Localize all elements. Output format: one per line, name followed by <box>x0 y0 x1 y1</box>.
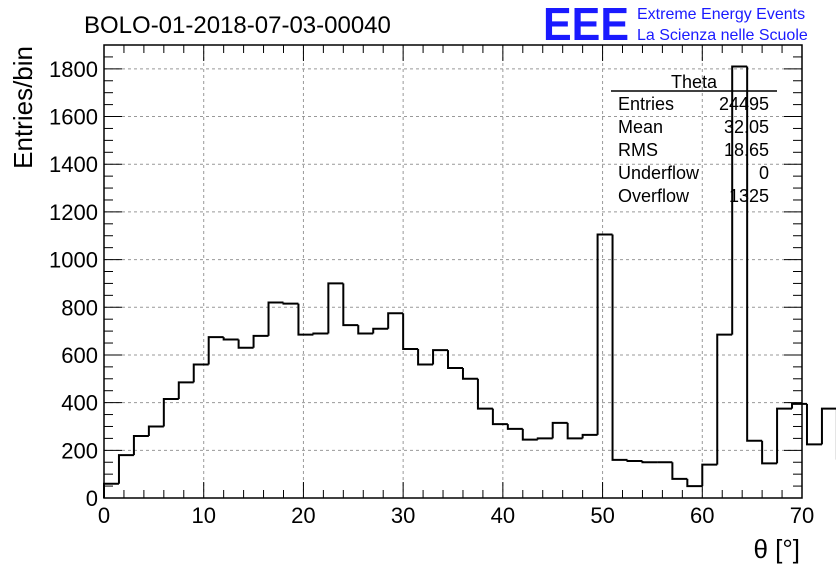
y-tick-label: 200 <box>61 438 98 463</box>
x-tick-label: 10 <box>191 503 215 528</box>
x-tick-label: 0 <box>98 503 110 528</box>
histogram-bin <box>581 433 598 439</box>
x-tick-label: 20 <box>291 503 315 528</box>
y-tick-label: 0 <box>86 486 98 511</box>
histogram-bin <box>387 312 404 329</box>
histogram-bin <box>372 327 389 334</box>
stats-value-mean: 32.05 <box>724 117 769 137</box>
eee-logo: EEE Extreme Energy Events La Scienza nel… <box>543 0 808 50</box>
histogram-bin <box>252 334 269 348</box>
stats-label-overflow: Overflow <box>618 186 690 206</box>
histogram-bin <box>521 428 538 441</box>
histogram-bin <box>805 403 822 446</box>
histogram-bin <box>761 440 778 465</box>
stats-value-rms: 18.65 <box>724 140 769 160</box>
histogram-bin <box>476 378 493 410</box>
histogram-bin <box>776 407 793 464</box>
x-tick-label: 70 <box>790 503 814 528</box>
stats-label-underflow: Underflow <box>618 163 700 183</box>
histogram-bin <box>596 233 613 435</box>
y-axis-title: Entries/bin <box>8 46 38 169</box>
histogram-bin <box>432 349 449 365</box>
grid <box>104 45 802 498</box>
stats-label-rms: RMS <box>618 140 658 160</box>
histogram-series <box>103 65 836 498</box>
histogram-bin <box>641 461 658 464</box>
x-tick-label: 30 <box>391 503 415 528</box>
histogram-bin <box>671 462 688 480</box>
stats-title: Theta <box>671 72 718 92</box>
histogram-bin <box>791 402 807 409</box>
axes: 0 10 20 30 40 50 60 70 0 200 400 600 800 1000 1200 1400… <box>49 44 814 528</box>
histogram-bin <box>162 398 179 427</box>
logo-line-1: Extreme Energy Events <box>637 6 805 23</box>
logo-line-2: La Scienza nelle Scuole <box>637 27 808 44</box>
histogram-bin <box>551 421 568 439</box>
plot-frame <box>103 44 803 499</box>
histogram-bin <box>491 408 508 426</box>
y-tick-label: 1800 <box>49 57 98 82</box>
histogram-bin <box>282 302 299 305</box>
histogram-bin <box>506 424 523 430</box>
logo-mark: EEE <box>543 0 629 50</box>
x-tick-label: 60 <box>690 503 714 528</box>
histogram-bin <box>117 454 134 484</box>
histogram-bin <box>207 336 224 365</box>
histogram-bin <box>222 337 239 341</box>
histogram-bin <box>357 325 374 335</box>
histogram-bin <box>447 350 463 370</box>
histogram-bin <box>327 282 344 334</box>
stats-value-underflow: 0 <box>759 163 769 183</box>
histogram-bin <box>177 381 194 400</box>
histogram-bin <box>626 459 643 463</box>
stats-label-entries: Entries <box>618 94 674 114</box>
histogram-bin <box>312 332 329 335</box>
x-tick-label: 50 <box>590 503 614 528</box>
y-tick-label: 1200 <box>49 200 98 225</box>
chart-title: BOLO-01-2018-07-03-00040 <box>84 12 391 39</box>
y-tick-label: 600 <box>61 343 98 368</box>
y-tick-label: 800 <box>61 295 98 320</box>
histogram-bin <box>342 283 359 327</box>
y-tick-label: 400 <box>61 391 98 416</box>
histogram-bin <box>237 339 254 349</box>
stats-value-entries: 24495 <box>719 94 769 114</box>
stats-box: Theta Entries 24495 Mean 32.05 RMS 18.65 Under… <box>611 72 777 206</box>
histogram-bin <box>701 463 718 487</box>
histogram-bin <box>297 303 314 336</box>
stats-label-mean: Mean <box>618 117 663 137</box>
histogram-bin <box>746 66 763 442</box>
histogram-bin <box>686 478 703 488</box>
histogram-bin <box>461 368 478 380</box>
y-tick-label: 1600 <box>49 105 98 130</box>
y-tick-label: 1000 <box>49 248 98 273</box>
stats-value-overflow: 1325 <box>729 186 769 206</box>
histogram-bin <box>402 313 419 350</box>
x-axis-title: θ [°] <box>753 534 800 564</box>
histogram-bin <box>267 301 284 336</box>
histogram-bin <box>611 234 628 461</box>
histogram-bin <box>566 422 583 440</box>
histogram-bin <box>132 435 149 456</box>
y-tick-label: 1400 <box>49 152 98 177</box>
x-tick-label: 40 <box>491 503 515 528</box>
histogram-bin <box>417 348 434 366</box>
histogram-bin <box>820 407 836 445</box>
histogram-bin <box>731 65 748 335</box>
histogram-bin <box>716 333 733 465</box>
histogram-bin <box>147 425 164 437</box>
histogram-bin <box>536 437 553 440</box>
histogram-bin <box>192 363 209 383</box>
